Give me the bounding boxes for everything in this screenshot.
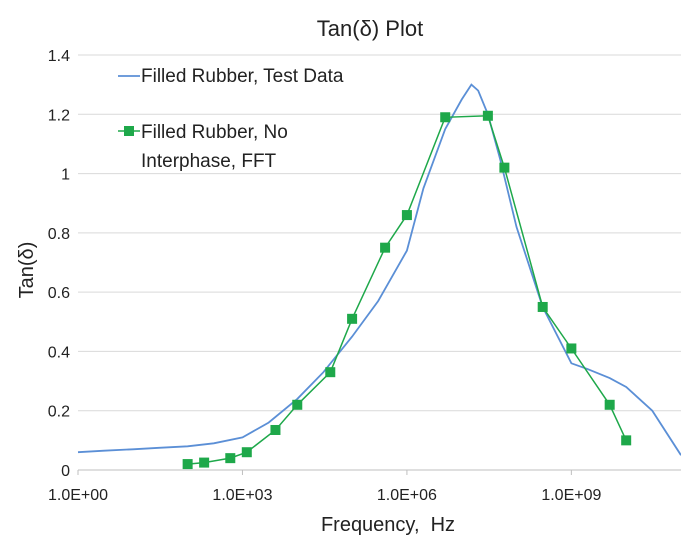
y-axis-label: Tan(δ) xyxy=(16,242,38,299)
data-point xyxy=(537,301,548,312)
data-point xyxy=(225,453,236,464)
y-tick-label: 0.6 xyxy=(48,285,70,302)
data-point xyxy=(182,459,193,470)
x-tick-label: 1.0E+03 xyxy=(212,487,272,504)
legend-label-test-data: Filled Rubber, Test Data xyxy=(141,66,344,87)
data-point xyxy=(199,457,210,468)
data-point xyxy=(482,110,493,121)
y-tick-label: 0.2 xyxy=(48,404,70,421)
x-axis-label: Frequency, Hz xyxy=(321,514,455,536)
y-tick-label: 1.2 xyxy=(48,107,70,124)
y-tick-labels: 0 0.2 0.4 0.6 0.8 1 1.2 1.4 xyxy=(48,48,70,480)
data-point xyxy=(440,112,451,123)
data-point xyxy=(499,162,510,173)
legend-swatch-marker-fft xyxy=(124,126,134,136)
series-line-test-data xyxy=(77,83,681,456)
y-tick-label: 0.8 xyxy=(48,226,70,243)
data-point xyxy=(325,367,336,378)
data-point xyxy=(292,399,303,410)
data-point xyxy=(621,435,632,446)
y-tick-label: 0 xyxy=(61,463,70,480)
data-point xyxy=(401,210,412,221)
y-tick-label: 1.4 xyxy=(48,48,70,65)
data-point xyxy=(270,424,281,435)
data-point xyxy=(380,242,391,253)
series-layer xyxy=(77,83,681,470)
x-tick-labels: 1.0E+00 1.0E+03 1.0E+06 1.0E+09 xyxy=(48,487,602,504)
axes xyxy=(77,469,681,475)
legend: Filled Rubber, Test Data Filled Rubber, N… xyxy=(118,66,344,172)
legend-label-fft: Filled Rubber, No Interphase, FFT xyxy=(141,122,288,172)
x-tick-label: 1.0E+09 xyxy=(541,487,601,504)
x-tick-label: 1.0E+00 xyxy=(48,487,108,504)
gridlines xyxy=(78,54,681,412)
chart-title: Tan(δ) Plot xyxy=(317,16,423,41)
data-point xyxy=(241,447,252,458)
data-point xyxy=(347,313,358,324)
y-tick-label: 1 xyxy=(61,167,70,184)
data-point xyxy=(604,399,615,410)
y-tick-label: 0.4 xyxy=(48,344,70,361)
x-tick-label: 1.0E+06 xyxy=(377,487,437,504)
data-point xyxy=(566,343,577,354)
